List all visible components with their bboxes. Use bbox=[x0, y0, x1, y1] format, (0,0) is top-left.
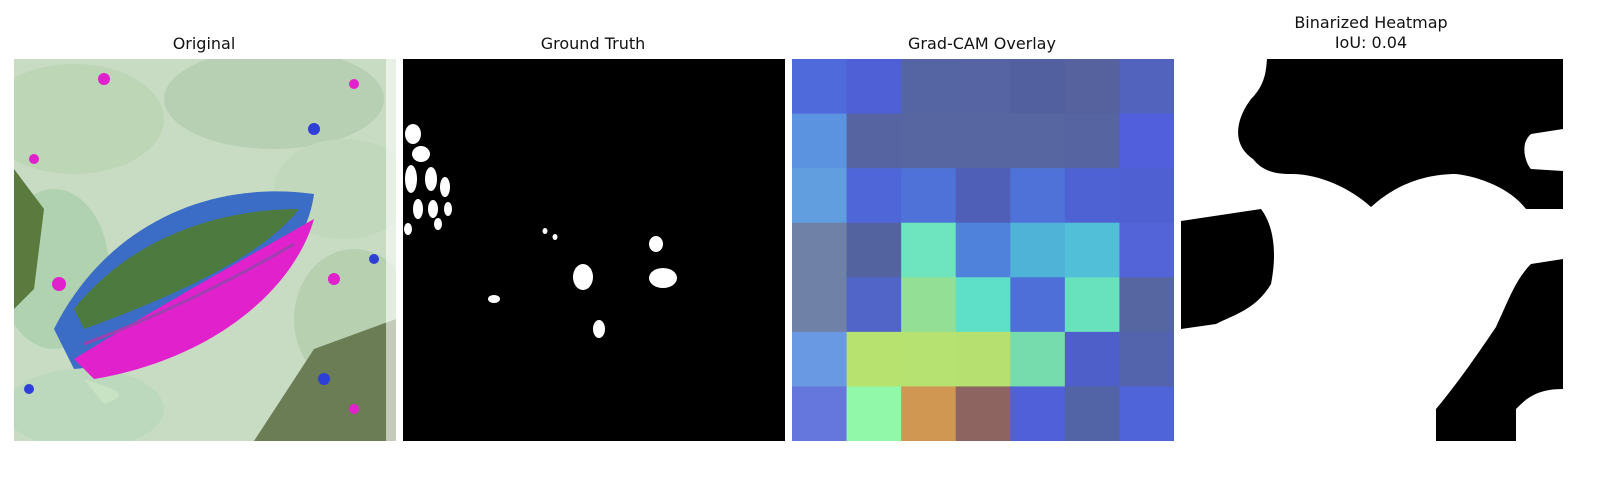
gradcam-cell bbox=[847, 386, 902, 441]
gradcam-cell bbox=[847, 277, 902, 332]
gradcam-cell bbox=[901, 277, 956, 332]
gradcam-cell bbox=[847, 332, 902, 387]
gradcam-cell bbox=[956, 332, 1011, 387]
gradcam-cell bbox=[901, 114, 956, 169]
gradcam-cell bbox=[956, 386, 1011, 441]
gradcam-cell bbox=[1065, 168, 1120, 223]
gradcam-cell bbox=[1065, 59, 1120, 114]
ground-truth-title: Ground Truth bbox=[402, 34, 784, 54]
iou-score-label: IoU: 0.04 bbox=[1180, 33, 1562, 53]
binarized-heatmap-graphic bbox=[1181, 59, 1563, 441]
gradcam-cell bbox=[901, 223, 956, 278]
gradcam-cell bbox=[1010, 114, 1065, 169]
gradcam-cell bbox=[956, 114, 1011, 169]
gradcam-cell bbox=[1010, 386, 1065, 441]
gradcam-cell bbox=[901, 59, 956, 114]
gradcam-cell bbox=[1065, 277, 1120, 332]
original-image bbox=[14, 59, 396, 441]
gradcam-cell bbox=[956, 168, 1011, 223]
gradcam-cell bbox=[1119, 168, 1174, 223]
gradcam-cell bbox=[847, 114, 902, 169]
gradcam-cell bbox=[1010, 223, 1065, 278]
gradcam-cell bbox=[1065, 386, 1120, 441]
gradcam-cell bbox=[1065, 332, 1120, 387]
gradcam-overlay-title: Grad-CAM Overlay bbox=[791, 34, 1173, 54]
gradcam-cell bbox=[1119, 114, 1174, 169]
gradcam-cell bbox=[792, 59, 847, 114]
gradcam-cell bbox=[1010, 59, 1065, 114]
ground-truth-mask-graphic bbox=[403, 59, 785, 441]
gradcam-cell bbox=[847, 59, 902, 114]
binarized-heatmap-title: Binarized Heatmap bbox=[1180, 13, 1562, 33]
gradcam-cell bbox=[792, 223, 847, 278]
gradcam-cell bbox=[901, 332, 956, 387]
gradcam-cell bbox=[901, 386, 956, 441]
gradcam-cell bbox=[1119, 277, 1174, 332]
gradcam-cell bbox=[792, 114, 847, 169]
binarized-heatmap-image bbox=[1181, 59, 1563, 441]
ground-truth-mask bbox=[403, 59, 785, 441]
gradcam-cell bbox=[792, 332, 847, 387]
gradcam-cell bbox=[1010, 168, 1065, 223]
gradcam-cell bbox=[1119, 59, 1174, 114]
gradcam-cell bbox=[956, 59, 1011, 114]
gradcam-overlay-image bbox=[792, 59, 1174, 441]
gradcam-cell bbox=[792, 386, 847, 441]
gradcam-cell bbox=[1119, 223, 1174, 278]
gradcam-cell bbox=[1010, 332, 1065, 387]
gradcam-cell bbox=[1065, 223, 1120, 278]
original-title: Original bbox=[13, 34, 395, 54]
gradcam-cell bbox=[1119, 332, 1174, 387]
gradcam-cell bbox=[1010, 277, 1065, 332]
gradcam-cell bbox=[847, 168, 902, 223]
gradcam-cell bbox=[1119, 386, 1174, 441]
gradcam-cell bbox=[792, 168, 847, 223]
gradcam-cell bbox=[847, 223, 902, 278]
gradcam-cell bbox=[901, 168, 956, 223]
gradcam-cell bbox=[956, 223, 1011, 278]
original-image-graphic bbox=[14, 59, 396, 441]
gradcam-heatmap-grid bbox=[792, 59, 1174, 441]
gradcam-cell bbox=[792, 277, 847, 332]
gradcam-cell bbox=[1065, 114, 1120, 169]
gradcam-cell bbox=[956, 277, 1011, 332]
